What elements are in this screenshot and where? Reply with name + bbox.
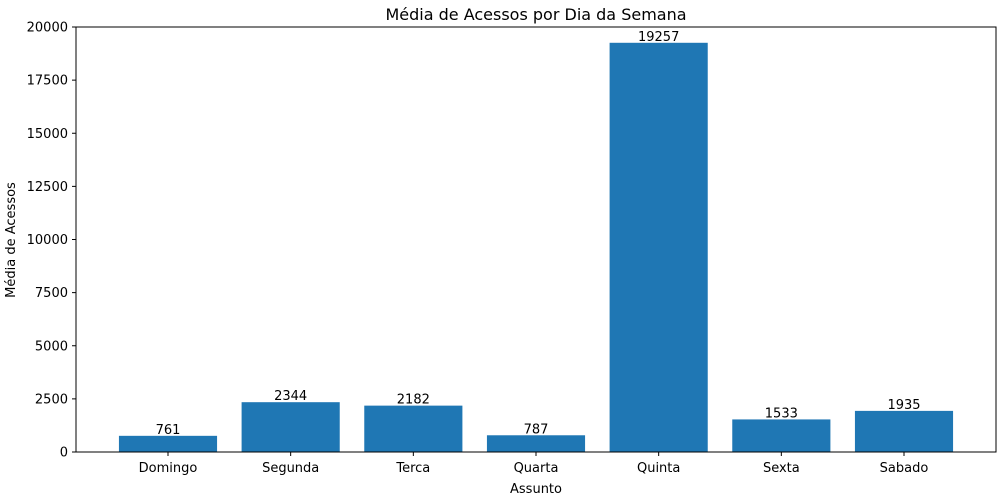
x-tick-label: Terca [395,461,430,476]
chart-title: Média de Acessos por Dia da Semana [385,5,686,24]
x-tick-label: Sabado [880,461,929,476]
bar [118,435,218,452]
data-label: 2182 [397,393,430,408]
bar [241,402,340,452]
plot-area: 761 Domingo 2344 Segunda 2182 Terca 787 Quarta 1… [27,21,997,476]
y-tick-label: 10000 [27,233,68,248]
x-tick-label: Quarta [514,461,559,476]
y-axis-label: Média de Acessos [4,182,19,298]
x-tick-label: Sexta [763,461,800,476]
y-tick-label: 7500 [35,286,68,301]
y-tick-label: 17500 [27,74,68,89]
y-tick-label: 0 [60,446,68,461]
bar [486,435,586,452]
data-label: 787 [524,422,549,437]
bar [854,410,954,452]
x-tick-label: Segunda [262,461,319,476]
data-label: 2344 [274,389,307,404]
y-tick-label: 12500 [27,180,68,195]
y-tick-label: 15000 [27,127,68,142]
bar [732,419,831,452]
bar [364,405,463,452]
y-tick-label: 2500 [35,392,68,407]
y-tick-label: 5000 [35,339,68,354]
data-label: 1935 [887,398,920,413]
data-label: 761 [156,423,181,438]
x-tick-label: Domingo [139,461,198,476]
x-tick-label: Quinta [637,461,680,476]
plot-frame [75,26,997,453]
data-label: 19257 [638,30,679,45]
x-axis-label: Assunto [510,482,562,497]
bar [609,42,708,452]
y-tick-label: 20000 [27,21,68,36]
data-label: 1533 [765,406,798,421]
